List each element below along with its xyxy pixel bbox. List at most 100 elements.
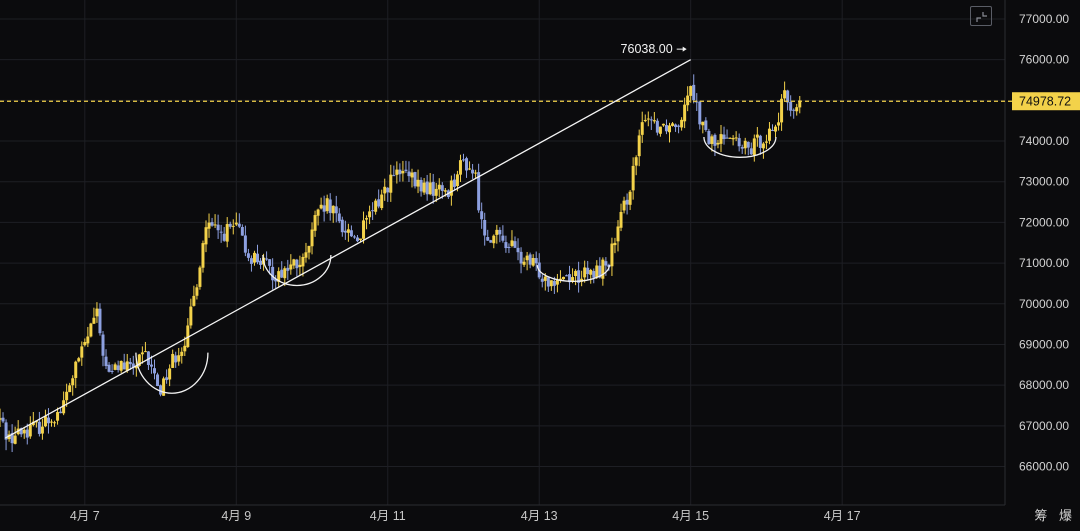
candle-body [4, 422, 8, 440]
candle-body [49, 421, 53, 423]
x-axis-ticks: 4月 7 4月 9 4月 11 4月 13 4月 15 4月 17 [70, 509, 861, 523]
candle-body [371, 210, 375, 212]
candle-body [604, 261, 608, 266]
candle-body [519, 251, 523, 264]
candle-body [677, 125, 681, 127]
candle-body [749, 148, 753, 155]
candle-body [798, 100, 802, 108]
candle-body [507, 246, 511, 248]
candle-body [237, 223, 241, 227]
y-tick-label: 76000.00 [1019, 53, 1069, 67]
candle-body [22, 429, 26, 434]
candle-body [480, 211, 484, 220]
candle-body [555, 279, 559, 285]
candle-body [107, 364, 111, 372]
candle-body [434, 188, 438, 196]
candle-body [286, 267, 290, 271]
candle-body [377, 199, 381, 207]
candle-body [589, 269, 593, 275]
candle-body [613, 242, 617, 246]
candle-body [725, 137, 729, 139]
candle-body [783, 90, 787, 99]
candle-body [646, 118, 650, 120]
candle-body [149, 364, 153, 367]
candle-body [546, 277, 550, 287]
candle-body [401, 171, 405, 174]
candle-body [764, 141, 768, 143]
candle-body [489, 240, 493, 243]
candle-body [156, 374, 160, 386]
candle-body [28, 424, 32, 437]
candle-body [667, 125, 671, 133]
candle-body [95, 308, 99, 317]
y-tick-label: 70000.00 [1019, 297, 1069, 311]
candle-body [701, 121, 705, 126]
candle-body [449, 180, 453, 196]
candle-body [122, 362, 126, 370]
y-tick-label: 71000.00 [1019, 256, 1069, 270]
candle-body [395, 169, 399, 175]
candle-body [201, 243, 205, 268]
candle-body [7, 434, 11, 440]
candle-body [210, 222, 214, 226]
candle-body [255, 253, 259, 263]
candle-body [249, 258, 253, 264]
candle-body [601, 259, 605, 279]
candle-body [1, 417, 5, 422]
candle-body [564, 275, 568, 277]
candle-body [707, 130, 711, 144]
x-tick-label: 4月 17 [824, 509, 861, 523]
candle-body [474, 172, 478, 174]
candle-body [789, 101, 793, 111]
y-tick-label: 66000.00 [1019, 460, 1069, 474]
candle-body [501, 235, 505, 241]
candle-body [695, 101, 699, 103]
grid-lines [0, 0, 1005, 505]
candle-body [352, 236, 356, 238]
candle-body [577, 270, 581, 283]
candle-body [355, 237, 359, 242]
candle-body [664, 125, 668, 132]
candle-body [492, 235, 496, 244]
candle-body [413, 172, 417, 187]
candle-body [19, 428, 23, 435]
candle-body [746, 141, 750, 148]
candle-body [319, 204, 323, 209]
candle-body [298, 264, 302, 267]
candle-body [143, 351, 147, 353]
candle-body [116, 365, 120, 370]
candle-body [219, 231, 223, 233]
candle-body [89, 323, 93, 337]
candle-body [510, 240, 514, 246]
x-tick-label: 4月 9 [221, 509, 251, 523]
candle-body [268, 259, 272, 266]
x-tick-label: 4月 7 [70, 509, 100, 523]
candle-body [362, 220, 366, 239]
candle-body [795, 107, 799, 112]
candle-body [422, 182, 426, 193]
candle-body [658, 126, 662, 134]
candle-body [368, 211, 372, 218]
x-tick-label: 4月 15 [672, 509, 709, 523]
candle-body [440, 185, 444, 191]
candle-body [25, 429, 29, 438]
candle-body [74, 361, 78, 378]
candle-body [316, 209, 320, 216]
candle-body [728, 137, 732, 139]
candle-body [652, 120, 656, 122]
candle-body [640, 122, 644, 135]
annotation-arc [135, 352, 209, 394]
candle-body [680, 119, 684, 128]
candle-body [162, 378, 166, 396]
candle-body [152, 368, 156, 374]
candle-body [531, 257, 535, 266]
candle-body [431, 181, 435, 196]
candle-body [37, 421, 41, 434]
candle-body [598, 265, 602, 278]
candle-body [471, 169, 475, 174]
expand-button[interactable] [970, 6, 992, 26]
candle-body [243, 235, 247, 253]
candle-body [195, 287, 199, 296]
